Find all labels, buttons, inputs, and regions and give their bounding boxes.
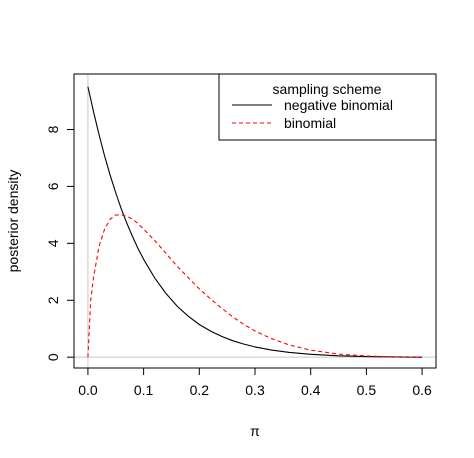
y-tick-label: 0 [45, 353, 61, 361]
y-tick-label: 4 [45, 239, 61, 247]
x-tick-label: 0.3 [245, 382, 265, 398]
legend-entry-label: binomial [284, 115, 336, 131]
series-line-negative-binomial [87, 86, 423, 358]
x-tick-label: 0.5 [357, 382, 377, 398]
y-tick-label: 6 [45, 182, 61, 190]
y-tick-label: 8 [45, 125, 61, 133]
x-tick-label: 0.6 [412, 382, 432, 398]
x-axis: 0.0 0.1 0.2 0.3 0.4 0.5 0.6 [78, 367, 432, 398]
y-tick-label: 2 [45, 296, 61, 304]
y-axis-label: posterior density [5, 170, 21, 273]
x-tick-label: 0.2 [190, 382, 210, 398]
x-tick-label: 0.1 [134, 382, 154, 398]
legend-box [218, 73, 437, 141]
legend-entry-label: negative binomial [284, 97, 393, 113]
x-axis-label: π [250, 423, 260, 439]
legend: sampling scheme negative binomial binomia… [218, 73, 437, 141]
legend-title: sampling scheme [273, 81, 382, 97]
x-tick-label: 0.4 [301, 382, 321, 398]
series-layer [87, 86, 423, 358]
y-axis: 0 2 4 6 8 [45, 125, 75, 361]
x-tick-label: 0.0 [78, 382, 98, 398]
